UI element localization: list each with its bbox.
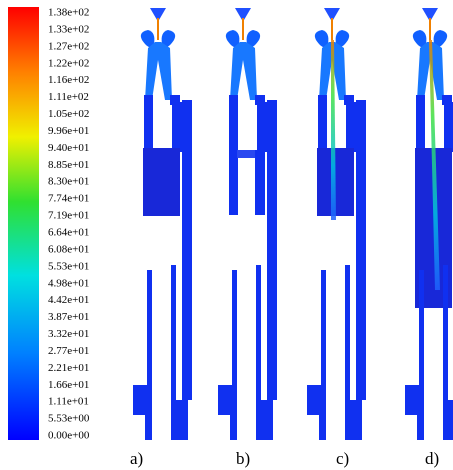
- nozzle: [150, 8, 166, 20]
- channel: [417, 42, 444, 100]
- colorbar-label: 4.98e+01: [48, 277, 89, 289]
- region: [256, 265, 261, 440]
- region: [230, 412, 237, 440]
- contour-panel: [218, 8, 277, 440]
- channel: [145, 42, 172, 100]
- region: [419, 270, 424, 440]
- jet-streak: [331, 40, 336, 220]
- region: [182, 100, 192, 400]
- region: [346, 102, 356, 152]
- region: [229, 150, 238, 215]
- region: [448, 400, 453, 440]
- region: [307, 385, 324, 415]
- bulb: [433, 30, 448, 48]
- colorbar-label: 8.85e+01: [48, 159, 89, 171]
- bulb: [246, 30, 261, 48]
- region: [147, 270, 152, 440]
- colorbar-label: 6.64e+01: [48, 226, 89, 238]
- channel: [230, 42, 257, 100]
- region: [176, 400, 188, 440]
- colorbar-label: 6.08e+01: [48, 243, 89, 255]
- colorbar-label: 7.74e+01: [48, 193, 89, 205]
- region: [255, 150, 265, 215]
- nozzle: [422, 8, 438, 20]
- nozzle: [324, 8, 340, 20]
- colorbar-label: 2.21e+01: [48, 362, 89, 374]
- colorbar-label: 0.00e+00: [48, 430, 90, 442]
- colorbar-label: 1.11e+01: [48, 396, 89, 408]
- region: [229, 95, 238, 155]
- region: [417, 412, 424, 440]
- region: [255, 95, 265, 105]
- colorbar-label: 5.53e+01: [48, 260, 89, 272]
- panel-label: b): [236, 449, 250, 468]
- contour-panel: [307, 8, 366, 440]
- colorbar: [8, 7, 39, 440]
- colorbar-label: 1.05e+02: [48, 108, 89, 120]
- colorbar-label: 9.40e+01: [48, 142, 89, 154]
- colorbar-label: 2.77e+01: [48, 345, 89, 357]
- region: [331, 18, 333, 40]
- region: [356, 100, 366, 400]
- region: [442, 95, 452, 105]
- region: [242, 18, 244, 40]
- region: [416, 95, 425, 155]
- bulb: [140, 30, 155, 48]
- region: [344, 95, 354, 105]
- region: [429, 18, 431, 40]
- region: [444, 102, 453, 152]
- bulb: [314, 30, 329, 48]
- region: [171, 265, 176, 440]
- colorbar-label: 5.53e+00: [48, 413, 90, 425]
- contour-panel: [405, 8, 453, 440]
- region: [318, 95, 327, 155]
- contour-panel: [133, 8, 192, 440]
- colorbar-label: 1.11e+02: [48, 91, 89, 103]
- colorbar-label: 1.33e+02: [48, 23, 89, 35]
- region: [218, 385, 235, 415]
- region: [143, 148, 180, 216]
- region: [405, 385, 422, 415]
- bulb: [335, 30, 350, 48]
- region: [319, 412, 326, 440]
- colorbar-label: 3.87e+01: [48, 311, 89, 323]
- region: [345, 265, 350, 440]
- colorbar-label: 1.66e+01: [48, 379, 89, 391]
- region: [443, 265, 448, 440]
- colorbar-label: 9.96e+01: [48, 125, 89, 137]
- region: [144, 95, 153, 155]
- colorbar-label: 4.42e+01: [48, 294, 89, 306]
- colorbar-label: 7.19e+01: [48, 210, 89, 222]
- region: [157, 18, 159, 40]
- region: [261, 400, 273, 440]
- region: [257, 102, 267, 152]
- colorbar-label: 1.16e+02: [48, 74, 89, 86]
- region: [267, 100, 277, 400]
- colorbar-label: 1.27e+02: [48, 40, 89, 52]
- colorbar-label: 8.30e+01: [48, 176, 89, 188]
- region: [133, 385, 150, 415]
- jet-streak: [429, 40, 440, 290]
- region: [170, 95, 180, 105]
- nozzle: [235, 8, 251, 20]
- bulb: [225, 30, 240, 48]
- colorbar-label: 1.22e+02: [48, 57, 89, 69]
- colorbar-label: 1.38e+02: [48, 7, 89, 19]
- region: [145, 412, 152, 440]
- colorbar-label: 3.32e+01: [48, 328, 89, 340]
- region: [237, 150, 255, 158]
- panel-label: a): [130, 449, 143, 468]
- region: [350, 400, 362, 440]
- region: [321, 270, 326, 440]
- bulb: [412, 30, 427, 48]
- bulb: [161, 30, 176, 48]
- region: [172, 102, 182, 152]
- panel-label: d): [425, 449, 439, 468]
- panel-label: c): [336, 449, 349, 468]
- region: [232, 270, 237, 440]
- channel: [319, 42, 346, 100]
